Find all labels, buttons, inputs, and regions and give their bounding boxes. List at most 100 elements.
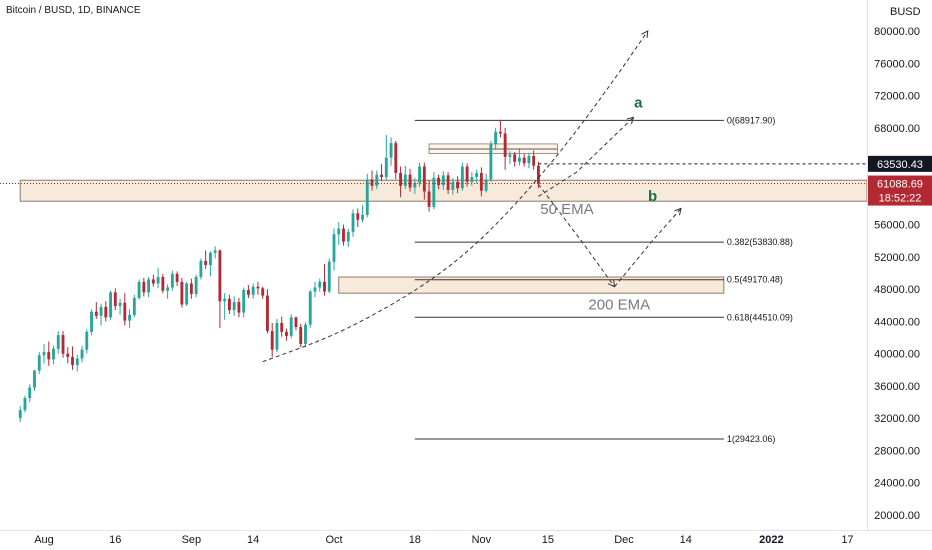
fib-level-label: 0(68917.90) — [727, 115, 776, 125]
candle-body — [156, 277, 160, 284]
candle-body — [460, 166, 464, 189]
curve-arrow-head — [641, 30, 649, 39]
candle-body — [370, 179, 374, 186]
top-box-2 — [428, 148, 558, 155]
candle-body — [118, 302, 122, 307]
candle-body — [261, 288, 265, 296]
candle-body — [361, 214, 364, 220]
candle-body — [275, 323, 279, 350]
candle-body — [37, 355, 41, 371]
candle-body — [151, 279, 155, 284]
candle-body — [532, 156, 536, 166]
x-tick-label: Dec — [614, 534, 634, 546]
candle-body — [280, 323, 284, 332]
y-tick-label: 72000.00 — [874, 91, 920, 103]
y-tick-label: 20000.00 — [874, 510, 920, 522]
candle-body — [537, 165, 540, 184]
candle-body — [85, 331, 89, 350]
candle-body — [484, 179, 488, 191]
current-price-tag-text: 63530.43 — [877, 159, 923, 171]
candle-body — [451, 181, 455, 190]
countdown-text: 18:52:22 — [879, 193, 922, 205]
candle-body — [104, 306, 108, 318]
x-tick-label: 16 — [109, 534, 121, 546]
candle-body — [327, 261, 331, 292]
candle-body — [213, 250, 217, 253]
candle-body — [470, 177, 474, 182]
fib-level-label: 0.5(49170.48) — [727, 275, 783, 285]
y-tick-label: 40000.00 — [874, 349, 920, 361]
candle-body — [513, 154, 517, 162]
y-tick-label: 80000.00 — [874, 26, 920, 38]
candle-body — [465, 166, 469, 182]
candle-body — [517, 157, 521, 162]
candle-body — [332, 234, 336, 262]
candle-body — [33, 370, 36, 388]
candle-body — [204, 260, 208, 265]
candle-body — [456, 181, 460, 189]
x-axis[interactable]: Aug 16 Sep 14 Oct 18 Nov 15 Dec 14 2022 17 — [34, 534, 853, 546]
candle-body — [318, 281, 322, 288]
candle-body — [489, 143, 493, 180]
candle-body — [508, 154, 512, 157]
candle-body — [389, 143, 393, 158]
x-tick-label: Nov — [472, 534, 492, 546]
candle-body — [232, 302, 236, 311]
candle-body — [494, 131, 498, 144]
y-axis[interactable]: 80000.0076000.0072000.0068000.0064000.00… — [874, 26, 920, 522]
candle-body — [285, 331, 288, 336]
candle-body — [223, 298, 227, 302]
candle-body — [403, 174, 407, 186]
candle-body — [356, 213, 360, 220]
x-tick-label: 17 — [841, 534, 853, 546]
candle-body — [185, 283, 189, 305]
candle-body — [399, 172, 402, 186]
candle-body — [380, 174, 383, 178]
candle-body — [375, 174, 379, 186]
chart-title: Bitcoin / BUSD, 1D, BINANCE — [6, 5, 141, 16]
fib-level-label: 0.618(44510.09) — [727, 312, 793, 322]
x-tick-label: 2022 — [759, 534, 783, 546]
current-price-tag — [868, 155, 932, 172]
candle-body — [422, 166, 426, 192]
candle-body — [166, 287, 170, 291]
ema200-zone — [338, 276, 725, 294]
candle-body — [323, 281, 326, 292]
ema200-label: 200 EMA — [588, 296, 650, 313]
last-price-tag — [868, 175, 932, 206]
candle-body — [199, 260, 203, 278]
candle-body — [175, 273, 179, 282]
candle-body — [189, 283, 193, 294]
candle-body — [142, 281, 146, 293]
x-tick-label: 18 — [409, 534, 421, 546]
candle-body — [299, 327, 303, 344]
candle-body — [527, 156, 531, 164]
wave-a-arrow-head — [626, 116, 635, 125]
candle-body — [28, 387, 32, 399]
candle-body — [132, 298, 136, 315]
candle-body — [208, 252, 212, 265]
candle-body — [23, 398, 27, 411]
annotation-labels-layer: 50 EMA 200 EMA a b — [540, 95, 657, 314]
y-tick-label: 36000.00 — [874, 381, 920, 393]
candle-body — [94, 311, 98, 316]
x-tick-label: 14 — [247, 534, 259, 546]
currency-label: BUSD — [890, 6, 921, 18]
projection-paths-layer — [0, 30, 867, 363]
candle-body — [437, 177, 441, 186]
wave-a-path — [538, 116, 634, 197]
candle-body — [413, 182, 417, 188]
x-tick-label: Oct — [325, 534, 342, 546]
y-tick-label: 76000.00 — [874, 58, 920, 70]
y-tick-label: 32000.00 — [874, 413, 920, 425]
candle-body — [346, 231, 350, 242]
top-box-1 — [428, 143, 558, 150]
candle-body — [237, 302, 241, 313]
x-tick-label: Sep — [182, 534, 202, 546]
candle-body — [432, 177, 436, 207]
candle-body — [56, 335, 60, 349]
candle-body — [394, 143, 398, 173]
x-tick-label: 15 — [542, 534, 554, 546]
